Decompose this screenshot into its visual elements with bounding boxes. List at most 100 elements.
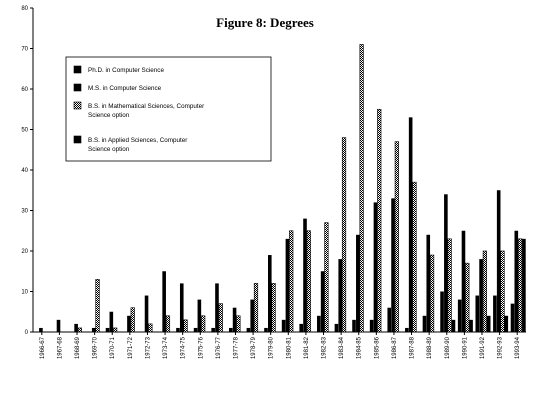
chart-title: Figure 8: Degrees [216,15,314,30]
bar [39,327,43,332]
x-tick-label: 1986-87 [392,336,398,359]
bar [250,299,254,332]
bar [352,319,356,332]
bar [109,311,114,332]
x-tick-label: 1969-70 [93,336,99,359]
x-tick-label: 1985-86 [374,336,380,359]
x-tick-label: 1977-78 [233,336,239,359]
bar [317,315,321,332]
bar [338,259,343,332]
x-tick-label: 1987-88 [410,336,416,359]
bar [56,319,61,332]
bar [271,283,276,333]
bar [91,327,96,332]
x-tick-label: 1970-71 [110,336,116,359]
legend-label: B.S. in Applied Sciences, Computer Scienc… [88,137,187,153]
bar [236,315,241,333]
bar [74,323,78,332]
bar [447,238,452,333]
bar [341,137,347,333]
bar [218,303,223,333]
bar [426,234,431,332]
x-tick-label: 1991-92 [480,336,486,359]
y-tick-label: 50 [21,128,28,134]
bar [105,327,110,332]
bar [504,315,509,332]
bar [148,323,153,333]
y-tick-label: 60 [21,87,28,93]
bar [387,307,392,332]
bar [457,299,462,332]
bar [486,315,491,332]
bar [144,295,149,332]
bar [482,250,487,333]
legend-swatch [73,83,82,92]
bar [422,315,427,332]
axes: 0 10 20 30 40 50 60 70 80 1966-67 1967-68 1968-69 19… [21,6,526,359]
bar [356,234,360,332]
bar [197,299,202,332]
bar [514,230,519,332]
y-tick-label: 80 [21,6,28,12]
legend: Ph.D. in Computer Science M.S. in Compute… [65,56,272,162]
bar [359,44,364,333]
legend-label: Ph.D. in Computer Science [88,67,164,74]
bar [405,327,409,332]
bar [95,279,100,333]
bar [429,254,435,333]
bar [493,295,497,332]
x-tick-label: 1968-69 [75,336,81,359]
y-tick-label: 40 [21,168,28,174]
bar [179,283,184,332]
bar [299,323,304,332]
x-tick-label: 1974-75 [181,336,187,359]
y-tick-label: 30 [21,209,28,215]
bar [324,222,329,333]
bar [451,319,456,332]
legend-box [65,56,272,162]
x-tick-label: 1966-67 [40,336,46,359]
bar [211,327,215,332]
bar [285,238,290,332]
bar [465,262,470,333]
bar [289,230,294,333]
y-tick-label: 10 [21,290,28,296]
bar [377,108,382,333]
bar [183,319,188,333]
bar [444,194,448,332]
x-tick-label: 1990-91 [462,336,468,359]
x-tick-label: 1971-72 [128,336,134,359]
bar [176,327,180,332]
x-tick-label: 1983-84 [339,336,345,359]
bar [127,315,131,332]
bar [461,230,466,332]
y-tick-label: 20 [21,249,28,255]
bar [394,141,399,333]
bars [39,44,526,333]
x-tick-label: 1981-82 [304,336,310,359]
x-tick-label: 1978-79 [251,336,257,359]
bar [522,238,526,332]
bar [412,181,417,333]
bar [391,198,395,332]
bar [306,230,311,333]
bar [479,259,483,332]
bar [130,307,135,333]
x-tick-label: 1972-73 [145,336,151,359]
bar [510,303,515,332]
bar [162,271,166,332]
bar [517,238,523,333]
x-tick-label: 1980-81 [286,336,292,359]
bar [215,283,219,332]
x-tick-label: 1982-83 [322,336,328,359]
bar [246,327,251,332]
x-tick-label: 1975-76 [198,336,204,359]
x-tick-label: 1973-74 [163,336,169,359]
bar [334,323,339,332]
bar [440,291,444,332]
x-tick-label: 1992-93 [498,336,504,359]
bar [303,218,307,332]
bar [408,117,413,332]
legend-swatch [73,135,82,144]
